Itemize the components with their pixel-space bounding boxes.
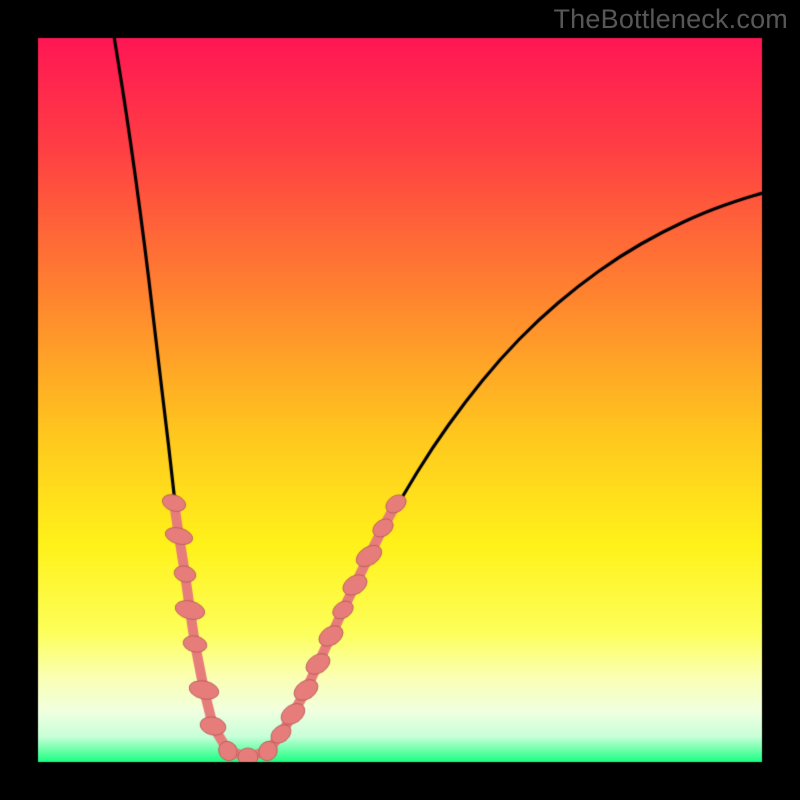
watermark-text: TheBottleneck.com <box>553 4 788 35</box>
bottleneck-chart-canvas <box>0 0 800 800</box>
